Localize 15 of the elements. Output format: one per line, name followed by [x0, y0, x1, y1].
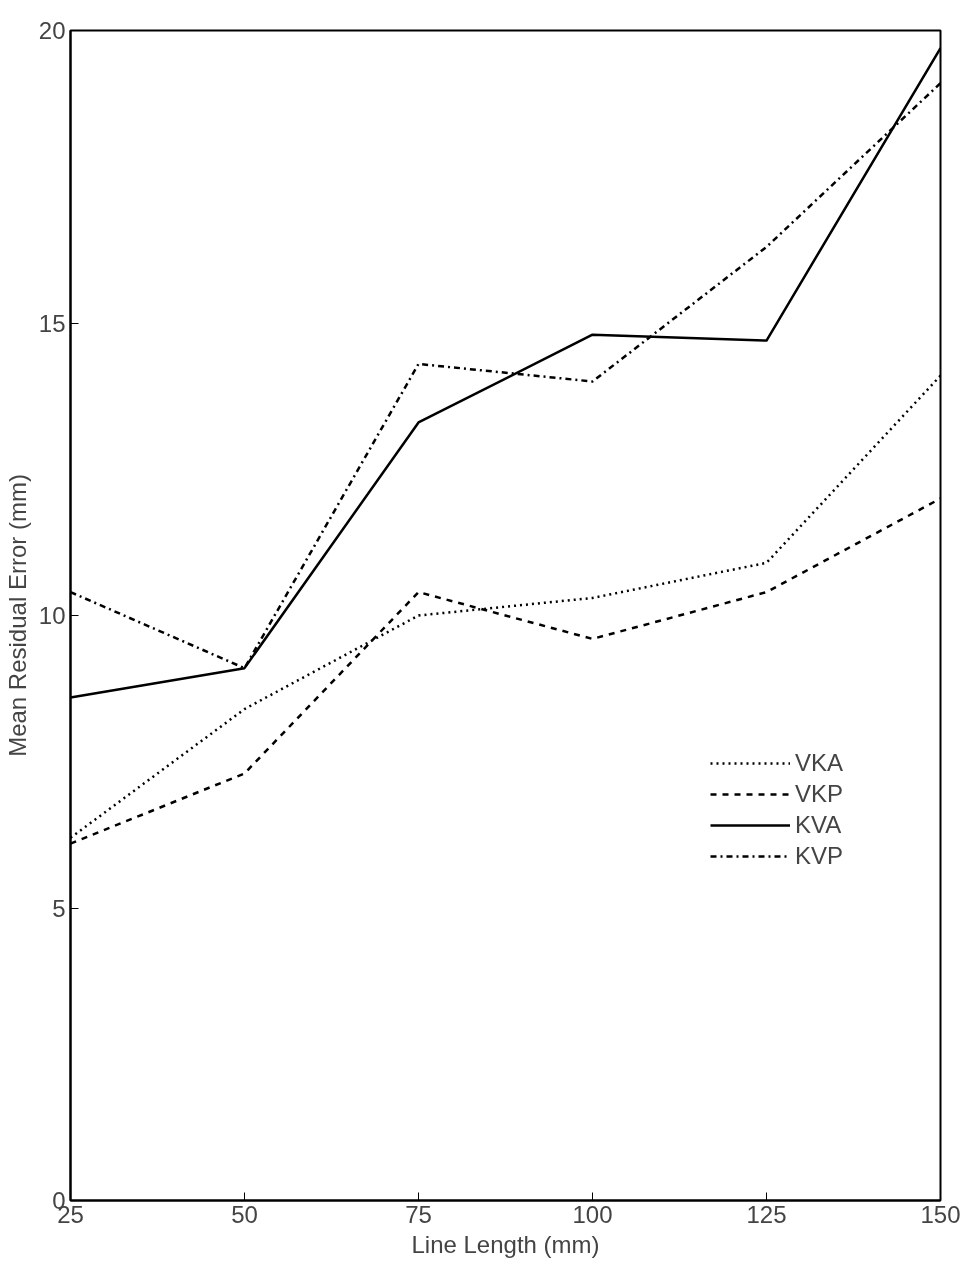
x-tick-label: 125 — [746, 1200, 787, 1228]
x-tick-label: 100 — [572, 1200, 613, 1228]
x-tick-label: 75 — [405, 1200, 432, 1228]
x-tick-label: 50 — [231, 1200, 258, 1228]
y-tick-label: 5 — [52, 894, 66, 922]
y-tick-label: 20 — [38, 17, 66, 44]
x-axis-title: Line Length (mm) — [411, 1230, 600, 1258]
legend-label: VKA — [795, 749, 844, 777]
legend-label: VKP — [795, 780, 844, 808]
legend-label: KVA — [795, 811, 842, 839]
y-axis-title: Mean Residual Error (mm) — [3, 474, 31, 757]
x-tick-label: 150 — [920, 1200, 961, 1228]
legend-label: KVP — [795, 842, 844, 870]
y-tick-label: 15 — [38, 309, 66, 337]
y-tick-label: 10 — [38, 602, 66, 629]
